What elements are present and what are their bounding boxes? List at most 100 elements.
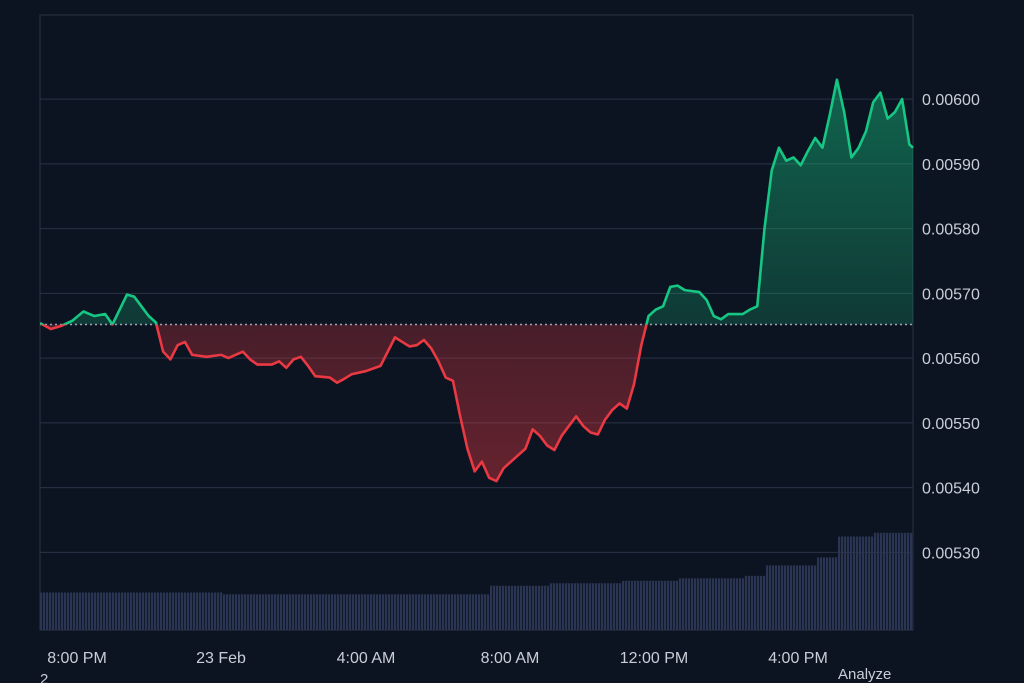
volume-bar xyxy=(145,592,148,630)
price-line-below-baseline xyxy=(40,324,648,483)
volume-bar xyxy=(106,592,109,630)
volume-bar xyxy=(574,583,577,630)
volume-bar xyxy=(838,536,841,630)
y-tick-label: 0.00570 xyxy=(922,286,980,303)
volume-bar xyxy=(556,583,559,630)
volume-bar xyxy=(235,594,238,630)
volume-bar xyxy=(619,583,622,630)
volume-bar xyxy=(649,580,652,630)
volume-bar xyxy=(679,578,682,630)
volume-bar xyxy=(802,565,805,630)
volume-bar xyxy=(316,594,319,630)
volume-bar xyxy=(163,592,166,630)
volume-bar xyxy=(208,592,211,630)
volume-bar xyxy=(169,592,172,630)
y-tick-label: 0.00530 xyxy=(922,545,980,562)
volume-bar xyxy=(640,580,643,630)
volume-bar xyxy=(88,592,91,630)
volume-bar xyxy=(715,578,718,630)
volume-bar xyxy=(577,583,580,630)
price-line-above-baseline xyxy=(40,78,914,325)
volume-bar xyxy=(454,594,457,630)
volume-bar xyxy=(292,594,295,630)
volume-bar xyxy=(457,594,460,630)
volume-bar xyxy=(832,557,835,630)
volume-bar xyxy=(121,592,124,630)
volume-bar xyxy=(868,536,871,630)
volume-bar xyxy=(829,557,832,630)
volume-bar xyxy=(535,585,538,630)
volume-bar xyxy=(712,578,715,630)
volume-bar xyxy=(484,594,487,630)
volume-bar xyxy=(673,580,676,630)
volume-bar xyxy=(637,580,640,630)
volume-bar xyxy=(736,578,739,630)
volume-bar xyxy=(217,592,220,630)
volume-bar xyxy=(547,585,550,630)
volume-bar xyxy=(70,592,73,630)
volume-bar xyxy=(385,594,388,630)
volume-bar xyxy=(610,583,613,630)
volume-bar xyxy=(352,594,355,630)
volume-bar xyxy=(514,585,517,630)
volume-bar xyxy=(724,578,727,630)
volume-bar xyxy=(598,583,601,630)
volume-bar xyxy=(136,592,139,630)
volume-bar xyxy=(448,594,451,630)
volume-bar xyxy=(817,557,820,630)
volume-bar xyxy=(892,532,895,630)
volume-bar xyxy=(58,592,61,630)
volume-bar xyxy=(859,536,862,630)
volume-bar xyxy=(823,557,826,630)
volume-bar xyxy=(67,592,70,630)
volume-bar xyxy=(502,585,505,630)
volume-bar xyxy=(355,594,358,630)
volume-bar xyxy=(154,592,157,630)
volume-bar xyxy=(346,594,349,630)
volume-bar xyxy=(166,592,169,630)
volume-bar xyxy=(655,580,658,630)
volume-bar xyxy=(466,594,469,630)
volume-bar xyxy=(133,592,136,630)
volume-bar xyxy=(775,565,778,630)
volume-bar xyxy=(493,585,496,630)
volume-bar xyxy=(667,580,670,630)
volume-bar xyxy=(259,594,262,630)
volume-bar xyxy=(361,594,364,630)
volume-bar xyxy=(523,585,526,630)
volume-bar xyxy=(862,536,865,630)
volume-bar xyxy=(151,592,154,630)
volume-bar xyxy=(298,594,301,630)
volume-bar xyxy=(223,594,226,630)
volume-bar xyxy=(478,594,481,630)
volume-bar xyxy=(379,594,382,630)
volume-bar xyxy=(601,583,604,630)
volume-bars xyxy=(40,532,913,630)
volume-bar xyxy=(322,594,325,630)
x-tick-label: 4:00 AM xyxy=(337,650,396,667)
volume-bar xyxy=(496,585,499,630)
volume-bar xyxy=(844,536,847,630)
volume-bar xyxy=(412,594,415,630)
area-fill-above-baseline xyxy=(40,79,913,325)
volume-bar xyxy=(172,592,175,630)
volume-bar xyxy=(517,585,520,630)
volume-bar xyxy=(688,578,691,630)
volume-bar xyxy=(751,575,754,630)
volume-bar xyxy=(79,592,82,630)
volume-bar xyxy=(664,580,667,630)
volume-bar xyxy=(784,565,787,630)
volume-bar xyxy=(382,594,385,630)
volume-bar xyxy=(871,536,874,630)
volume-bar xyxy=(82,592,85,630)
analyze-link[interactable]: Analyze xyxy=(838,666,891,683)
volume-bar xyxy=(709,578,712,630)
volume-bar xyxy=(199,592,202,630)
volume-bar xyxy=(865,536,868,630)
volume-bar xyxy=(112,592,115,630)
volume-bar xyxy=(301,594,304,630)
volume-bar xyxy=(421,594,424,630)
y-tick-label: 0.00550 xyxy=(922,416,980,433)
y-axis-ticks: 0.00530 0.00540 0.00550 0.00560 0.00570 0.005… xyxy=(922,92,980,562)
